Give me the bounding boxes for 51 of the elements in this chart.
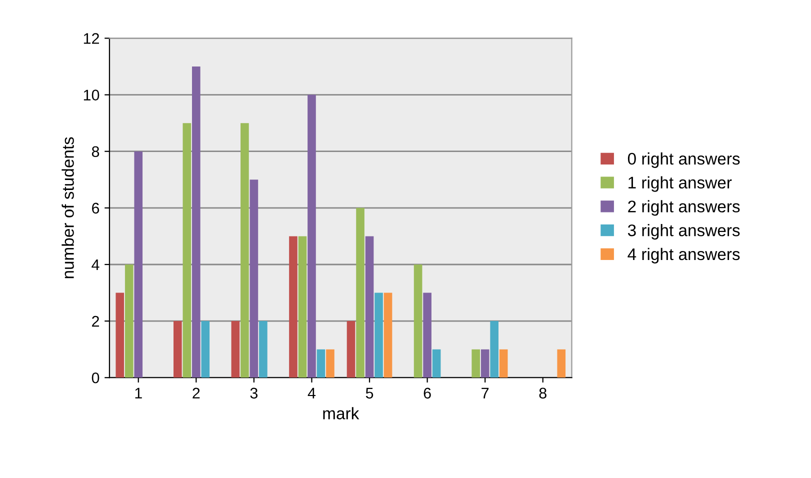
y-tick-label: 2 [92,316,99,327]
bar [432,349,441,378]
x-tick-label: 5 [366,388,374,399]
bar [201,321,210,378]
legend-label: 2 right answers [628,200,740,216]
bar [250,180,258,378]
legend-label: 3 right answers [628,224,740,240]
y-tick-label: 8 [92,146,100,158]
bar [356,208,364,378]
bar [289,236,298,378]
bar [374,292,383,378]
y-tick-label: 10 [84,90,100,100]
x-tick-label: 1 [135,388,142,398]
x-tick-label: 4 [308,388,316,398]
bar [298,236,307,378]
x-axis-title: mark [323,407,360,420]
bar [231,321,240,378]
y-axis-title: number of students [62,137,74,278]
bar [240,123,249,378]
bar [259,321,268,378]
y-tick-label: 6 [92,202,100,214]
x-tick-label: 8 [539,388,546,399]
bar [134,151,143,378]
bar [472,349,480,378]
legend-label: 1 right answer [628,176,732,192]
bar [326,349,334,378]
bar [423,292,432,378]
bar [116,292,124,378]
bar [346,321,356,378]
legend-label: 4 right answers [628,248,740,264]
bar [308,94,316,378]
bar [499,349,508,378]
bar [490,321,498,378]
legend-label: 0 right answers [628,152,740,168]
bar [480,349,490,378]
x-tick-label: 3 [250,388,258,399]
bar [316,349,326,378]
y-tick-label: 12 [84,33,99,44]
y-tick-label: 4 [92,260,100,270]
x-tick-label: 2 [192,388,200,398]
x-tick-label: 7 [482,388,489,398]
bar [365,236,374,378]
bar [182,123,192,378]
x-tick-label: 6 [424,388,431,399]
bar [174,321,182,378]
bar [414,264,422,378]
y-tick-label: 0 [92,372,100,384]
bar [192,66,200,378]
bar [124,264,134,378]
bar [384,292,392,378]
bar [557,349,566,378]
